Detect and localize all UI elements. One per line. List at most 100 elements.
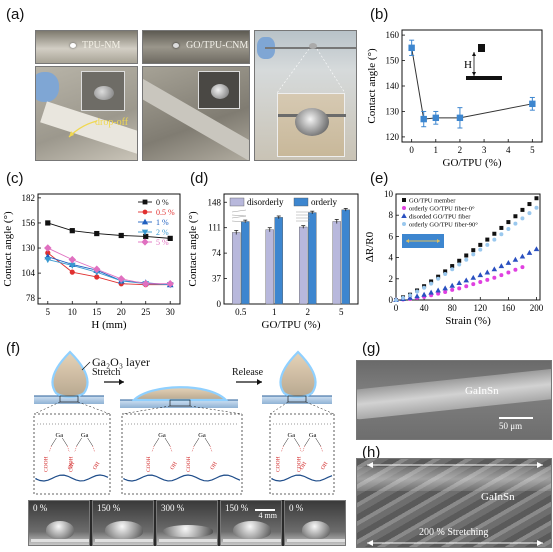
data-point (44, 244, 52, 252)
x-tick-label: 0.5 (235, 307, 247, 317)
droplet-photo (46, 521, 74, 539)
strain-photo: 0 % (284, 500, 346, 546)
y-tick-label: 2 (389, 274, 394, 284)
data-point (420, 115, 427, 123)
x-tick-label: 25 (141, 307, 151, 317)
zoom-box-right (269, 413, 335, 495)
data-point (464, 253, 469, 258)
sem-h-caption: 200 % Stretching (419, 527, 489, 538)
data-point (478, 242, 483, 247)
x-tick-label: 160 (502, 303, 516, 313)
bar (265, 229, 274, 305)
zoom-box-middle (121, 413, 243, 495)
group-label: COOH (275, 456, 281, 472)
y-tick-label: 0 (217, 299, 222, 309)
panel-d-label: (d) (190, 170, 209, 187)
x-tick-label: 3 (482, 145, 487, 155)
legend-label: disorded GO/TPU fiber (409, 214, 471, 221)
ga-atom-label: Ga (81, 432, 89, 439)
data-point (464, 284, 469, 289)
data-point (520, 216, 525, 221)
data-point (117, 275, 126, 283)
data-point (512, 256, 519, 262)
data-point (491, 266, 498, 272)
stretch-label: Stretch (92, 367, 121, 378)
dropoff-text: drop-off (95, 117, 129, 128)
plot-frame (223, 193, 359, 305)
group-label: COOH (43, 456, 49, 472)
chart-c: 78 104 130 156 182 5 10 15 20 25 30 H (mm) Contact a… (2, 193, 181, 331)
fiber-inset-icon (402, 234, 444, 248)
data-point (450, 267, 455, 272)
y-tick-label: 140 (386, 81, 400, 91)
legend-label: orderly GO/TPU fiber-90° (409, 222, 478, 229)
data-point (450, 287, 455, 292)
data-point (527, 202, 532, 207)
y-tick-label: 120 (386, 132, 400, 142)
panel-e-label: (e) (370, 170, 389, 187)
data-point (457, 258, 462, 263)
x-axis-label: GO/TPU (%) (443, 157, 502, 169)
data-point (443, 272, 448, 277)
panel-a-label: (a) (6, 6, 25, 23)
legend-label: 0 % (156, 198, 169, 207)
x-tick-label: 20 (117, 307, 127, 317)
legend-swatch (293, 197, 309, 207)
data-point (94, 230, 100, 237)
strain-label: 0 % (289, 503, 304, 513)
ga-atom-label: Ga (198, 432, 206, 439)
chart-d: 0 37 74 111 148 0.5 1 2 5 GO/TPU (%) Contact angle… (187, 193, 359, 331)
sem-image-h: GaInSn 200 % Stretching (356, 458, 552, 548)
photo-drop-on-fiber (254, 30, 357, 161)
y-tick-label: 4 (389, 253, 394, 263)
bar (332, 221, 341, 305)
bar (274, 217, 283, 305)
legend-marker (402, 197, 407, 202)
legend-label: 5 % (156, 238, 169, 247)
data-point (529, 100, 536, 108)
photo-go-tpu-cnm-tilted (142, 66, 250, 161)
x-tick-label: 5 (530, 145, 535, 155)
x-tick-label: 1 (272, 307, 277, 317)
ga-atom-label: Ga (309, 432, 317, 439)
legend-label: 0.5 % (156, 208, 175, 217)
droplet-photo (302, 521, 330, 539)
x-tick-label: 1 (434, 145, 439, 155)
legend-label: orderly (311, 197, 337, 207)
y-axis-label: Contact angle (°) (2, 211, 14, 287)
series-line (47, 256, 171, 286)
x-tick-label: 5 (46, 307, 51, 317)
data-point (471, 248, 476, 253)
x-tick-label: 2 (458, 145, 463, 155)
bar (308, 212, 317, 305)
legend-marker (142, 209, 148, 215)
data-point (485, 237, 490, 242)
strain-label: 150 % (97, 503, 121, 513)
data-point (492, 275, 497, 280)
data-point (408, 293, 413, 298)
legend-marker (401, 213, 407, 218)
data-point (432, 114, 439, 122)
x-axis-label: GO/TPU (%) (262, 319, 321, 331)
y-tick-label: 0 (389, 295, 394, 305)
y-tick-label: 130 (22, 243, 36, 253)
photo-go-tpu-cnm-text: GO/TPU-CNM (186, 40, 249, 51)
data-point (421, 291, 427, 297)
data-point (428, 289, 434, 295)
x-tick-label: 5 (339, 307, 344, 317)
y-tick-label: 182 (22, 193, 36, 203)
y-tick-label: 130 (386, 106, 400, 116)
ga2o3-layer-label: Ga₂O₃ layer (92, 355, 151, 369)
data-point (435, 287, 441, 293)
data-point (141, 279, 150, 288)
bar (299, 226, 308, 305)
data-point (69, 228, 75, 234)
strain-photo: 300 % (156, 500, 218, 546)
data-point (422, 285, 427, 290)
ga-atom-label: Ga (56, 432, 64, 439)
group-label: COOH (186, 456, 192, 472)
legend-marker (402, 222, 407, 227)
strip-scale-label: 4 mm (258, 511, 277, 520)
group-label: OH (92, 461, 101, 471)
